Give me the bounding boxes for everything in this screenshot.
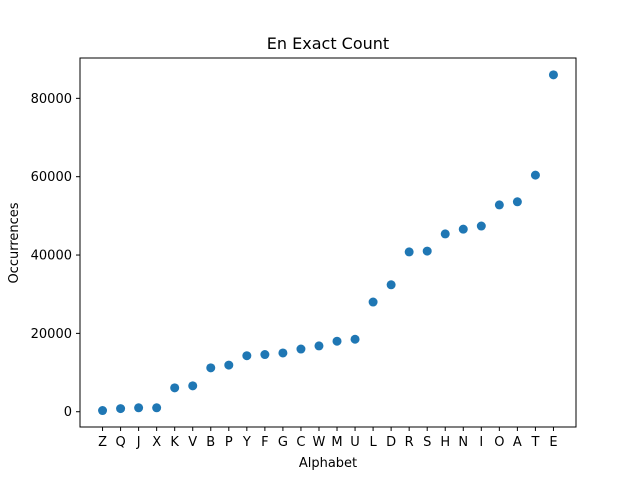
data-point	[512, 197, 522, 207]
data-point	[440, 229, 450, 239]
x-axis-label: Alphabet	[299, 456, 357, 471]
data-point	[404, 247, 414, 257]
data-point	[170, 383, 180, 393]
x-tick-label: A	[513, 435, 522, 450]
data-point	[278, 348, 288, 358]
x-tick-label: G	[278, 435, 288, 450]
data-point	[350, 334, 360, 344]
x-tick-label: K	[170, 435, 179, 450]
x-tick-label: Q	[115, 435, 125, 450]
y-axis-ticks: 0 20000 40000 60000 80000	[31, 92, 80, 420]
x-tick-label: W	[313, 435, 326, 450]
x-tick-label: U	[350, 435, 360, 450]
data-point	[296, 344, 306, 354]
data-point	[188, 381, 198, 391]
x-tick-label: S	[423, 435, 431, 450]
x-tick-label: C	[296, 435, 305, 450]
x-tick-label: B	[206, 435, 215, 450]
data-point	[386, 280, 396, 290]
x-tick-label: E	[549, 435, 557, 450]
y-tick-label: 80000	[31, 92, 72, 107]
x-tick-label: O	[494, 435, 504, 450]
x-tick-label: H	[440, 435, 450, 450]
data-point	[224, 360, 234, 370]
data-point	[134, 403, 144, 413]
x-tick-label: L	[369, 435, 377, 450]
x-tick-label: M	[331, 435, 342, 450]
plot-area	[80, 58, 576, 427]
data-point	[494, 200, 504, 210]
x-tick-label: V	[188, 435, 197, 450]
data-point	[530, 170, 540, 180]
data-point	[116, 404, 126, 414]
x-tick-label: T	[530, 435, 539, 450]
chart-title: En Exact Count	[267, 34, 389, 53]
y-axis-label: Occurrences	[7, 202, 22, 283]
plot-frame	[79, 57, 577, 428]
x-tick-label: P	[225, 435, 233, 450]
y-tick-label: 0	[64, 405, 72, 420]
x-tick-label: N	[458, 435, 468, 450]
data-point	[548, 70, 558, 80]
x-tick-label: I	[479, 435, 483, 450]
x-tick-label: J	[136, 435, 141, 450]
data-point	[332, 336, 342, 346]
x-tick-label: Y	[242, 435, 251, 450]
y-tick-label: 60000	[31, 170, 72, 185]
data-point	[422, 246, 432, 256]
y-tick-label: 20000	[31, 327, 72, 342]
x-tick-label: Z	[98, 435, 107, 450]
data-point	[476, 221, 486, 231]
data-point	[458, 224, 468, 234]
x-tick-label: F	[261, 435, 268, 450]
data-point	[98, 406, 108, 416]
data-point	[314, 341, 324, 351]
y-tick-label: 40000	[31, 249, 72, 264]
x-tick-label: X	[152, 435, 161, 450]
data-points	[98, 70, 558, 416]
data-point	[260, 350, 270, 360]
data-point	[206, 363, 216, 373]
data-point	[242, 351, 252, 361]
x-tick-label: R	[405, 435, 414, 450]
data-point	[368, 297, 378, 307]
data-point	[152, 403, 162, 413]
x-tick-label: D	[386, 435, 396, 450]
